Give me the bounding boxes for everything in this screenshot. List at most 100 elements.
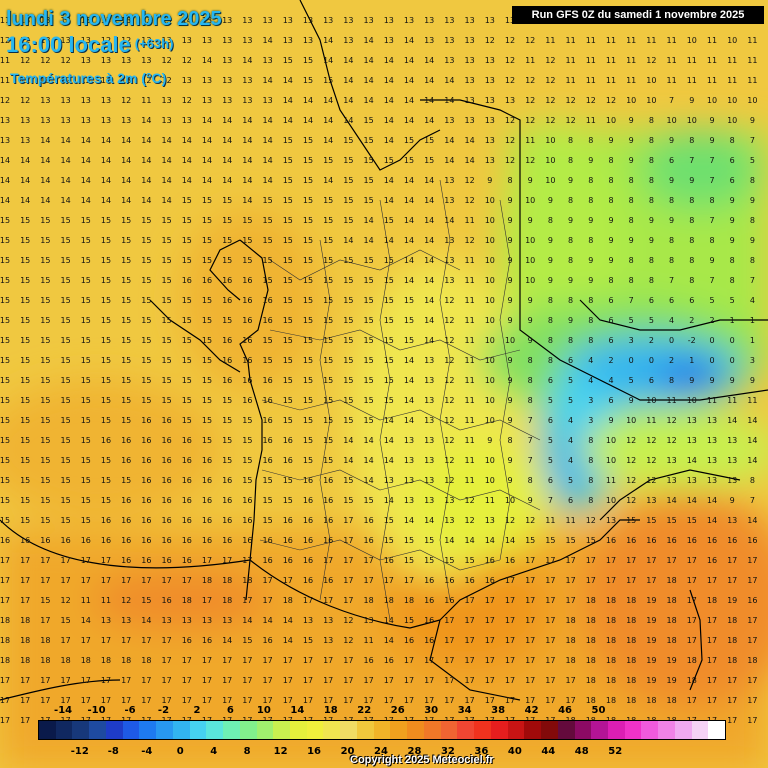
grid-value: 11	[727, 56, 738, 65]
grid-value: 15	[40, 596, 51, 605]
grid-value: 14	[383, 96, 394, 105]
grid-value: 14	[747, 516, 758, 525]
grid-value: 18	[666, 616, 677, 625]
grid-value: 16	[201, 276, 213, 285]
grid-value: 14	[403, 216, 415, 225]
grid-value: 15	[100, 276, 112, 285]
legend-label-top: -10	[87, 705, 106, 716]
grid-value: 12	[343, 636, 354, 645]
grid-value: 13	[262, 96, 273, 105]
grid-value: 15	[60, 296, 71, 305]
grid-value: 15	[100, 336, 112, 345]
grid-value: 9	[507, 216, 513, 225]
grid-value: 10	[525, 196, 536, 205]
grid-value: 13	[403, 476, 415, 485]
legend-swatch	[273, 721, 291, 739]
grid-value: 8	[648, 176, 654, 185]
grid-value: 13	[141, 56, 152, 65]
grid-value: 14	[444, 536, 455, 545]
forecast-date: lundi 3 novembre 2025	[6, 8, 222, 30]
grid-value: 17	[222, 656, 233, 665]
grid-value: 15	[201, 376, 213, 385]
grid-value: 15	[181, 296, 192, 305]
grid-value: 12	[161, 76, 172, 85]
grid-value: 14	[403, 36, 415, 45]
grid-value: 11	[100, 596, 112, 605]
grid-value: 13	[484, 516, 495, 525]
grid-value: 13	[323, 16, 334, 25]
grid-value: 16	[201, 496, 213, 505]
grid-value: 8	[729, 256, 735, 265]
legend-swatch	[557, 721, 575, 739]
grid-value: 13	[504, 96, 516, 105]
grid-value: 12	[20, 96, 31, 105]
grid-value: 16	[80, 536, 91, 545]
grid-value: 14	[262, 616, 273, 625]
grid-value: 10	[686, 36, 697, 45]
grid-value: 15	[80, 416, 91, 425]
grid-value: 0	[709, 336, 715, 345]
grid-value: 16	[161, 496, 172, 505]
grid-value: 13	[727, 476, 738, 485]
grid-value: 12	[444, 336, 455, 345]
grid-value: 9	[628, 136, 634, 145]
grid-value: 15	[383, 256, 394, 265]
grid-value: 15	[383, 316, 394, 325]
grid-value: 16	[686, 536, 697, 545]
grid-value: 18	[626, 676, 637, 685]
grid-value: 13	[262, 56, 273, 65]
grid-value: 15	[100, 396, 112, 405]
grid-value: 15	[161, 316, 172, 325]
grid-value: 18	[626, 616, 637, 625]
grid-value: 15	[363, 296, 374, 305]
legend-swatch	[390, 721, 408, 739]
grid-value: 13	[666, 476, 677, 485]
grid-value: 12	[504, 516, 516, 525]
grid-value: 17	[545, 676, 556, 685]
grid-value: 13	[201, 76, 213, 85]
grid-value: 17	[40, 676, 51, 685]
grid-value: 5	[547, 456, 553, 465]
grid-value: 5	[709, 296, 715, 305]
grid-value: 15	[363, 176, 374, 185]
grid-value: 17	[242, 676, 253, 685]
grid-value: 9	[729, 216, 735, 225]
grid-value: 10	[605, 116, 617, 125]
grid-value: 14	[242, 116, 253, 125]
grid-value: 11	[464, 436, 475, 445]
grid-value: 12	[444, 456, 455, 465]
grid-value: 8	[669, 376, 675, 385]
grid-value: 11	[464, 416, 475, 425]
grid-value: 15	[20, 416, 31, 425]
grid-value: 15	[161, 276, 172, 285]
grid-value: 15	[323, 76, 334, 85]
grid-value: 15	[262, 476, 273, 485]
grid-value: 13	[424, 36, 435, 45]
grid-value: 10	[484, 376, 495, 385]
grid-value: 16	[262, 316, 273, 325]
grid-value: 11	[363, 636, 374, 645]
grid-value: 17	[464, 616, 475, 625]
legend-swatch	[641, 721, 659, 739]
grid-value: 16	[181, 276, 192, 285]
grid-value: 9	[608, 216, 614, 225]
grid-value: 18	[666, 596, 677, 605]
grid-value: 15	[383, 336, 394, 345]
grid-value: 15	[80, 476, 91, 485]
legend-swatch	[89, 721, 106, 739]
grid-value: 15	[383, 276, 394, 285]
grid-value: 14	[383, 456, 394, 465]
grid-value: 10	[525, 236, 536, 245]
grid-value: 10	[646, 96, 657, 105]
grid-value: 17	[525, 656, 536, 665]
grid-value: 16	[242, 356, 253, 365]
legend-label-bottom: -4	[141, 746, 153, 757]
grid-value: 15	[222, 316, 233, 325]
grid-value: 16	[747, 536, 758, 545]
grid-value: 16	[262, 296, 273, 305]
grid-value: 16	[504, 556, 516, 565]
grid-value: 15	[242, 236, 253, 245]
grid-value: 15	[121, 376, 132, 385]
grid-value: 17	[383, 696, 394, 705]
grid-value: 12	[525, 516, 536, 525]
